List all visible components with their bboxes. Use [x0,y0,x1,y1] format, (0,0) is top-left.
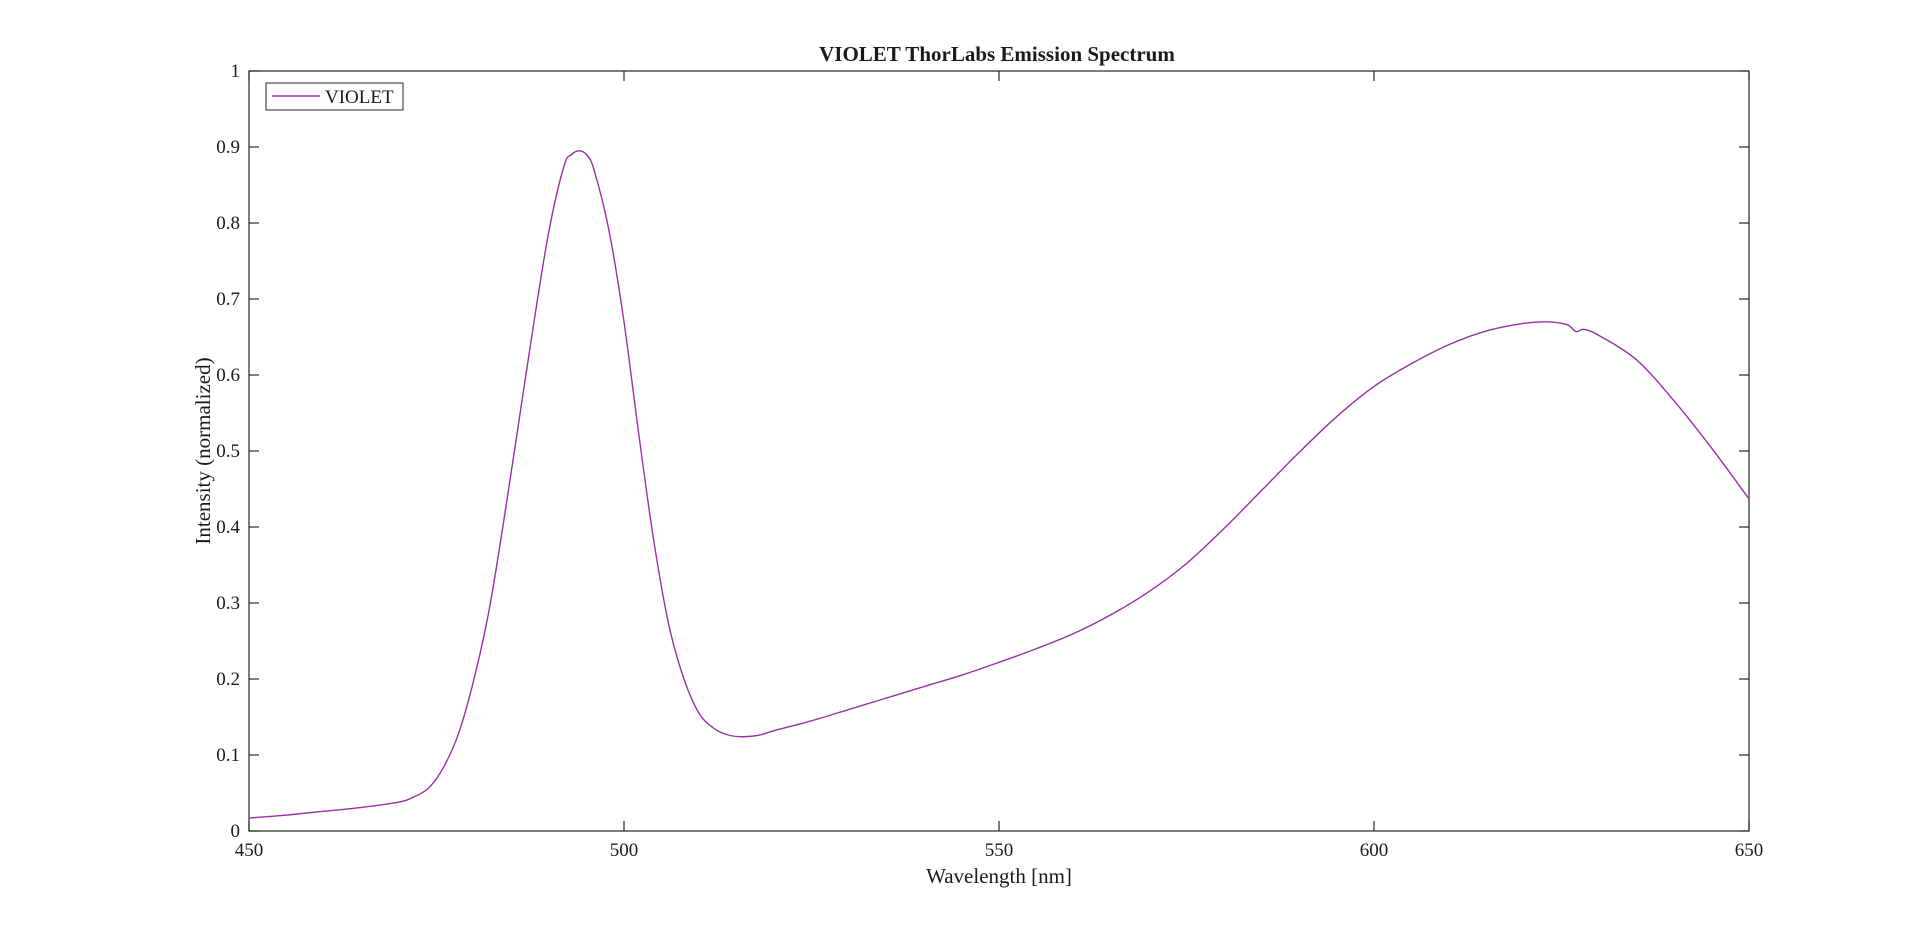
y-tick-label: 0.4 [216,517,240,538]
series-line-0 [248,150,1750,819]
y-tick-label: 1 [231,61,241,82]
y-tick-label: 0.1 [216,745,240,766]
y-tick-label: 0.8 [216,213,240,234]
x-tick-label: 650 [1735,840,1764,861]
chart-title: VIOLET ThorLabs Emission Spectrum [819,42,1175,66]
x-tick-label: 600 [1360,840,1389,861]
y-tick-label: 0.2 [216,669,240,690]
y-tick-label: 0.5 [216,441,240,462]
axes-box [248,70,1750,832]
x-tick-label: 450 [235,840,264,861]
x-tick-label: 550 [985,840,1014,861]
axis-ticks: 450 500 550 600 650 0 0.1 0.2 0.3 0.4 0.5 0.6 0.7 0.8… [216,61,1763,861]
legend-label: VIOLET [325,87,394,108]
y-tick-label: 0.3 [216,593,240,614]
y-tick-label: 0.6 [216,365,240,386]
y-tick-label: 0.9 [216,137,240,158]
x-axis-label: Wavelength [nm] [926,864,1072,888]
plot-area [248,70,1750,832]
legend: VIOLET [265,82,404,111]
x-tick-label: 500 [610,840,639,861]
y-axis-label: Intensity (normalized) [191,357,215,544]
series-lines [248,150,1750,819]
y-tick-label: 0.7 [216,289,240,310]
y-tick-label: 0 [231,821,241,842]
